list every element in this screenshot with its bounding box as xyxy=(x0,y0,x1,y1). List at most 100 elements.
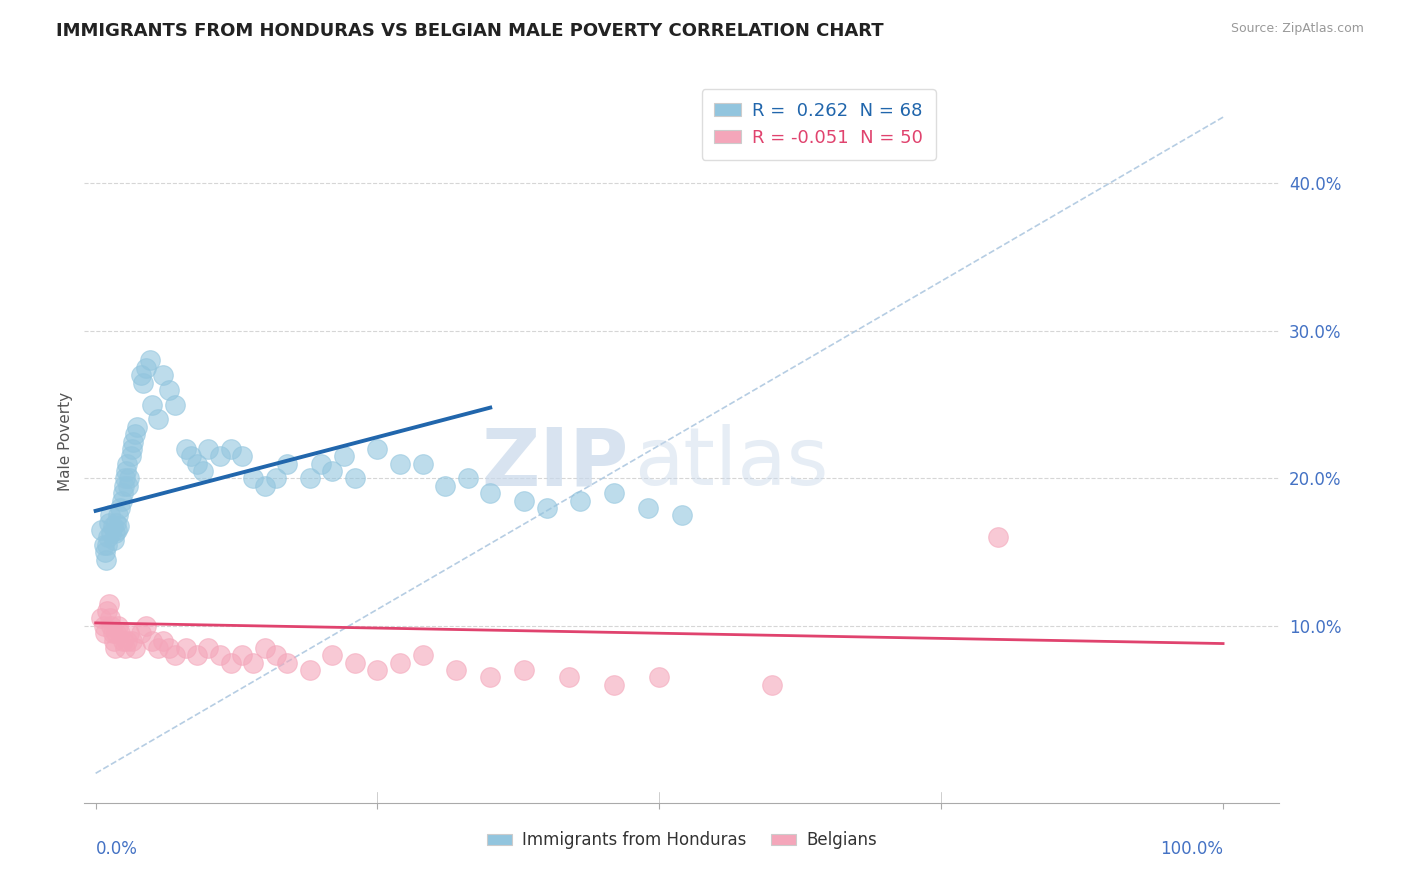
Point xyxy=(603,486,626,500)
Point xyxy=(446,663,468,677)
Point xyxy=(93,626,115,640)
Point xyxy=(115,457,138,471)
Point xyxy=(479,486,502,500)
Point xyxy=(129,626,152,640)
Point xyxy=(412,648,434,663)
Point xyxy=(197,640,219,655)
Point xyxy=(761,678,783,692)
Point xyxy=(276,656,298,670)
Point xyxy=(115,633,138,648)
Point xyxy=(264,471,287,485)
Point xyxy=(118,471,141,485)
Point xyxy=(103,533,125,548)
Point xyxy=(118,626,141,640)
Point xyxy=(101,626,124,640)
Point xyxy=(96,604,118,618)
Point xyxy=(141,633,163,648)
Point xyxy=(231,648,253,663)
Point xyxy=(98,611,121,625)
Point xyxy=(366,663,388,677)
Point xyxy=(163,648,186,663)
Point xyxy=(93,538,115,552)
Point xyxy=(569,493,592,508)
Y-axis label: Male Poverty: Male Poverty xyxy=(58,392,73,491)
Point xyxy=(180,450,202,464)
Point xyxy=(98,516,121,530)
Point xyxy=(135,360,157,375)
Point xyxy=(111,486,134,500)
Point xyxy=(127,419,149,434)
Point xyxy=(558,670,581,684)
Point xyxy=(603,678,626,692)
Point xyxy=(104,516,127,530)
Point xyxy=(104,640,127,655)
Point xyxy=(117,479,139,493)
Point xyxy=(132,376,155,390)
Point xyxy=(298,471,321,485)
Point xyxy=(100,525,122,540)
Point xyxy=(191,464,214,478)
Point xyxy=(97,530,120,544)
Point xyxy=(107,619,129,633)
Point xyxy=(96,538,118,552)
Point xyxy=(110,493,132,508)
Point xyxy=(120,450,142,464)
Text: Source: ZipAtlas.com: Source: ZipAtlas.com xyxy=(1230,22,1364,36)
Point xyxy=(186,648,208,663)
Point xyxy=(253,640,276,655)
Point xyxy=(637,500,659,515)
Point xyxy=(434,479,457,493)
Text: 100.0%: 100.0% xyxy=(1160,839,1223,858)
Point xyxy=(174,442,197,456)
Point xyxy=(157,383,180,397)
Point xyxy=(121,442,143,456)
Point xyxy=(141,398,163,412)
Legend: Immigrants from Honduras, Belgians: Immigrants from Honduras, Belgians xyxy=(481,824,883,856)
Point xyxy=(129,368,152,383)
Point xyxy=(94,552,117,566)
Point xyxy=(321,648,343,663)
Point xyxy=(124,427,146,442)
Point xyxy=(115,464,138,478)
Point xyxy=(513,493,536,508)
Text: atlas: atlas xyxy=(634,425,828,502)
Point xyxy=(146,640,169,655)
Point xyxy=(98,597,121,611)
Point xyxy=(389,656,412,670)
Point xyxy=(309,457,332,471)
Point xyxy=(264,648,287,663)
Point xyxy=(121,434,143,449)
Point xyxy=(104,525,127,540)
Point xyxy=(139,353,162,368)
Point xyxy=(513,663,536,677)
Point xyxy=(100,619,122,633)
Point xyxy=(157,640,180,655)
Point xyxy=(110,626,132,640)
Point xyxy=(298,663,321,677)
Point xyxy=(987,530,1010,544)
Point xyxy=(174,640,197,655)
Point xyxy=(648,670,671,684)
Point xyxy=(90,611,112,625)
Point xyxy=(366,442,388,456)
Point xyxy=(93,619,115,633)
Point xyxy=(242,656,264,670)
Point xyxy=(146,412,169,426)
Point xyxy=(114,471,136,485)
Text: 0.0%: 0.0% xyxy=(96,839,138,858)
Point xyxy=(242,471,264,485)
Point xyxy=(103,633,125,648)
Point xyxy=(208,450,231,464)
Point xyxy=(412,457,434,471)
Point xyxy=(219,656,242,670)
Point xyxy=(121,633,143,648)
Point xyxy=(104,626,127,640)
Point xyxy=(90,523,112,537)
Point xyxy=(98,508,121,523)
Point xyxy=(479,670,502,684)
Point xyxy=(107,508,129,523)
Point xyxy=(111,633,134,648)
Point xyxy=(321,464,343,478)
Point xyxy=(208,648,231,663)
Text: IMMIGRANTS FROM HONDURAS VS BELGIAN MALE POVERTY CORRELATION CHART: IMMIGRANTS FROM HONDURAS VS BELGIAN MALE… xyxy=(56,22,884,40)
